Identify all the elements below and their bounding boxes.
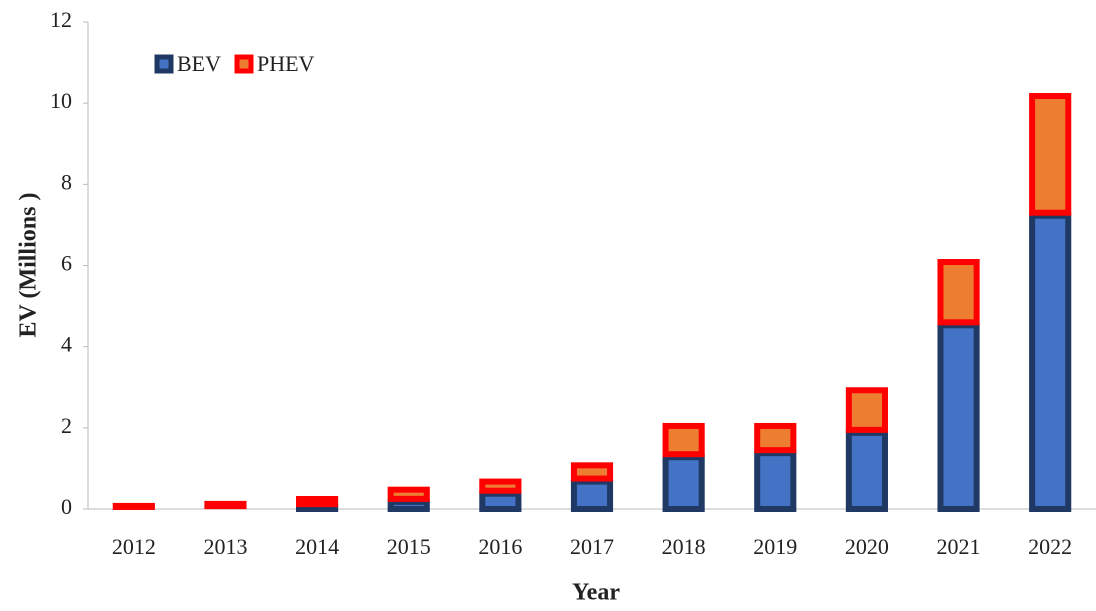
bar-segment	[754, 422, 797, 454]
x-tick-label: 2012	[112, 534, 156, 559]
y-axis-label: EV (Millions )	[16, 193, 42, 338]
legend-swatch	[234, 54, 254, 74]
y-tick-label: 0	[61, 494, 72, 519]
y-tick-label: 4	[61, 332, 72, 357]
bar-segment	[937, 259, 980, 326]
bar-segment	[387, 498, 430, 512]
bar-segment	[570, 462, 614, 482]
bar-segment	[937, 322, 980, 513]
y-tick-label: 12	[50, 7, 72, 32]
y-tick-label: 8	[61, 169, 72, 194]
x-tick-label: 2013	[203, 534, 247, 559]
legend-label: PHEV	[257, 51, 315, 76]
bar-segment	[204, 500, 247, 510]
bar-segment	[1029, 93, 1072, 216]
x-axis-label: Year	[572, 580, 620, 606]
bar-segment	[296, 504, 339, 513]
bar-segment	[845, 429, 888, 512]
bar-segment	[1029, 212, 1072, 512]
bar-segment	[387, 486, 430, 502]
x-tick-label: 2016	[478, 534, 522, 559]
bar-segment	[754, 450, 797, 513]
y-tick-label: 10	[50, 88, 72, 113]
x-tick-label: 2020	[845, 534, 889, 559]
x-tick-label: 2019	[753, 534, 797, 559]
x-tick-label: 2022	[1028, 534, 1072, 559]
bar-segment	[296, 496, 339, 508]
bar-segment	[479, 490, 522, 512]
bar-segment	[112, 502, 155, 510]
bar-segment	[479, 478, 522, 494]
bar-segment	[662, 454, 705, 512]
legend-swatch	[154, 54, 174, 74]
y-tick-label: 2	[61, 413, 72, 438]
bar-segment	[662, 422, 705, 458]
x-tick-label: 2015	[387, 534, 431, 559]
bar-segment	[845, 387, 888, 433]
y-tick-label: 6	[61, 251, 72, 276]
x-tick-label: 2018	[662, 534, 706, 559]
x-tick-label: 2017	[570, 534, 614, 559]
legend-label: BEV	[177, 51, 221, 76]
bar-segment	[570, 478, 614, 512]
x-tick-label: 2021	[937, 534, 981, 559]
x-tick-label: 2014	[295, 534, 339, 559]
